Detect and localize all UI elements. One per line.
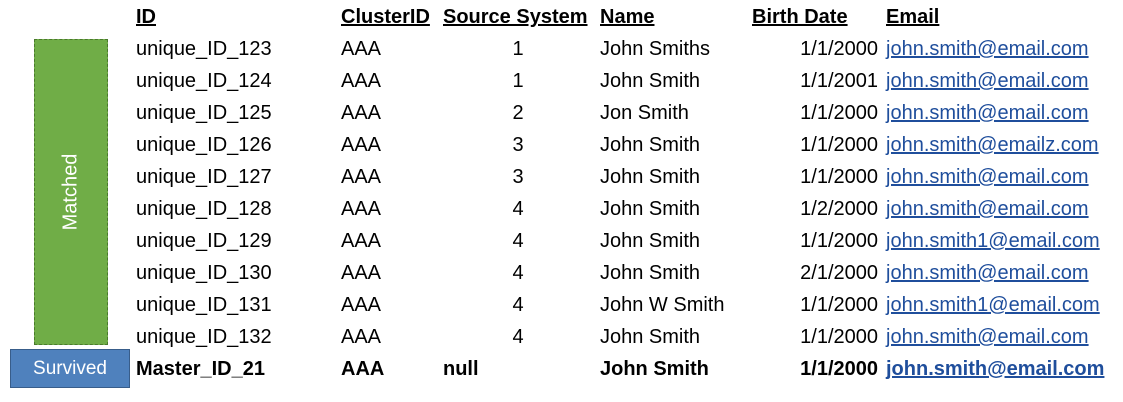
id-cell: unique_ID_128 <box>136 198 272 220</box>
name-cell: John Smith <box>600 198 701 220</box>
birth-date-cell: 1/1/2000 <box>800 102 878 124</box>
id-cell: unique_ID_130 <box>136 262 272 284</box>
table-row: unique_ID_129 AAA 4 John Smith 1/1/2000 john.… <box>0 225 1123 257</box>
email-link[interactable]: john.smith@email.com <box>886 70 1089 92</box>
cluster-id-cell: AAA <box>341 70 382 92</box>
cluster-id-cell: AAA <box>341 102 382 124</box>
source-system-cell: 3 <box>512 134 524 156</box>
survived-label: Survived <box>33 357 107 379</box>
table-row: unique_ID_128 AAA 4 John Smith 1/2/2000 john.… <box>0 193 1123 225</box>
name-cell: John Smith <box>600 326 701 348</box>
survived-label-box: Survived <box>10 349 130 388</box>
email-link[interactable]: john.smith@email.com <box>886 38 1089 60</box>
matched-label-bar: Matched <box>34 39 108 345</box>
birth-date-cell: 1/2/2000 <box>800 198 878 220</box>
master-row: Master_ID_21 AAA null John Smith 1/1/2000 joh… <box>0 353 1123 385</box>
cluster-id-cell: AAA <box>341 134 382 156</box>
id-cell: unique_ID_131 <box>136 294 272 316</box>
table-row: unique_ID_123 AAA 1 John Smiths 1/1/2000 john… <box>0 33 1123 65</box>
birth-date-cell: 1/1/2001 <box>800 70 878 92</box>
name-cell: Jon Smith <box>600 102 689 124</box>
source-system-cell: 1 <box>512 70 524 92</box>
name-cell: John W Smith <box>600 294 725 316</box>
table-row: unique_ID_130 AAA 4 John Smith 2/1/2000 john.… <box>0 257 1123 289</box>
table-row: unique_ID_132 AAA 4 John Smith 1/1/2000 john.… <box>0 321 1123 353</box>
email-link[interactable]: john.smith1@email.com <box>886 230 1100 252</box>
source-system-cell: 1 <box>512 38 524 60</box>
birth-date-cell: 1/1/2000 <box>800 166 878 188</box>
source-system-cell: 4 <box>512 230 524 252</box>
header-cluster-id: ClusterID <box>341 6 430 28</box>
table-row: unique_ID_127 AAA 3 John Smith 1/1/2000 john.… <box>0 161 1123 193</box>
email-link[interactable]: john.smith1@email.com <box>886 294 1100 316</box>
table-row: unique_ID_126 AAA 3 John Smith 1/1/2000 john.… <box>0 129 1123 161</box>
email-link[interactable]: john.smith@email.com <box>886 102 1089 124</box>
email-link[interactable]: john.smith@emailz.com <box>886 134 1099 156</box>
source-system-cell: 4 <box>512 294 524 316</box>
birth-date-cell: 1/1/2000 <box>800 358 878 380</box>
id-cell: unique_ID_123 <box>136 38 272 60</box>
source-system-cell: 4 <box>512 262 524 284</box>
table-row: unique_ID_125 AAA 2 Jon Smith 1/1/2000 john.s… <box>0 97 1123 129</box>
header-email: Email <box>886 6 940 28</box>
id-cell: unique_ID_127 <box>136 166 272 188</box>
name-cell: John Smith <box>600 230 701 252</box>
table-row: unique_ID_131 AAA 4 John W Smith 1/1/2000 joh… <box>0 289 1123 321</box>
id-cell: unique_ID_124 <box>136 70 272 92</box>
id-cell: unique_ID_129 <box>136 230 272 252</box>
source-system-cell: 3 <box>512 166 524 188</box>
cluster-id-cell: AAA <box>341 38 382 60</box>
cluster-id-cell: AAA <box>341 166 382 188</box>
birth-date-cell: 1/1/2000 <box>800 134 878 156</box>
cluster-id-cell: AAA <box>341 294 382 316</box>
cluster-id-cell: AAA <box>341 326 382 348</box>
id-cell: unique_ID_125 <box>136 102 272 124</box>
header-name: Name <box>600 6 655 28</box>
birth-date-cell: 1/1/2000 <box>800 230 878 252</box>
email-link[interactable]: john.smith@email.com <box>886 166 1089 188</box>
header-id: ID <box>136 6 156 28</box>
cluster-id-cell: AAA <box>341 198 382 220</box>
id-cell: unique_ID_126 <box>136 134 272 156</box>
source-system-cell: 4 <box>512 326 524 348</box>
name-cell: John Smith <box>600 70 701 92</box>
name-cell: John Smith <box>600 166 701 188</box>
table-row: unique_ID_124 AAA 1 John Smith 1/1/2001 john.… <box>0 65 1123 97</box>
email-link[interactable]: john.smith@email.com <box>886 262 1089 284</box>
header-source-system: Source System <box>443 6 588 28</box>
table-header-row: ID ClusterID Source System Name Birth Date Em… <box>0 1 1123 33</box>
cluster-id-cell: AAA <box>341 358 385 380</box>
email-link[interactable]: john.smith@email.com <box>886 326 1089 348</box>
birth-date-cell: 1/1/2000 <box>800 38 878 60</box>
source-system-cell: 2 <box>512 102 524 124</box>
id-cell: unique_ID_132 <box>136 326 272 348</box>
name-cell: John Smith <box>600 134 701 156</box>
birth-date-cell: 1/1/2000 <box>800 326 878 348</box>
email-link[interactable]: john.smith@email.com <box>886 358 1105 380</box>
header-birth-date: Birth Date <box>752 6 848 28</box>
id-cell: Master_ID_21 <box>136 358 265 380</box>
birth-date-cell: 1/1/2000 <box>800 294 878 316</box>
name-cell: John Smiths <box>600 38 711 60</box>
birth-date-cell: 2/1/2000 <box>800 262 878 284</box>
email-link[interactable]: john.smith@email.com <box>886 198 1089 220</box>
cluster-id-cell: AAA <box>341 230 382 252</box>
name-cell: John Smith <box>600 262 701 284</box>
cluster-id-cell: AAA <box>341 262 382 284</box>
source-system-cell: null <box>443 358 479 380</box>
source-system-cell: 4 <box>512 198 524 220</box>
name-cell: John Smith <box>600 358 709 380</box>
